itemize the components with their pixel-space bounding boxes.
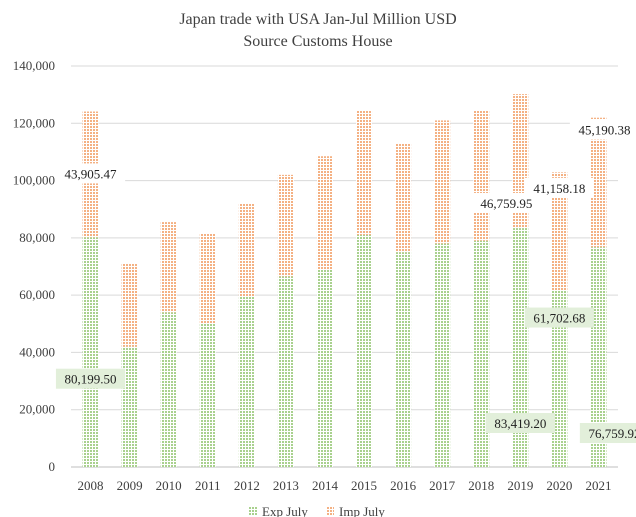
- bar-imp-2016: [395, 143, 412, 253]
- data-label: 45,190.38: [578, 123, 630, 138]
- bar-exp-2012: [238, 296, 255, 467]
- legend-swatch-imp: [326, 507, 334, 515]
- data-label-bg: [524, 307, 594, 328]
- x-axis: 2008 2009 2010 2011 2012 2013 2014 2015 2016 2017…: [78, 478, 612, 493]
- bar-exp-2020: [551, 290, 568, 467]
- x-tick-label: 2012: [234, 478, 260, 493]
- x-tick-label: 2008: [78, 478, 104, 493]
- bar-imp-2021: [590, 117, 607, 248]
- bar-exp-2013: [277, 276, 294, 467]
- data-label: 83,419.20: [494, 416, 546, 431]
- y-tick-label: 120,000: [13, 115, 55, 130]
- data-label: 61,702.68: [533, 311, 585, 326]
- x-tick-label: 2020: [546, 478, 572, 493]
- data-label-bg: [485, 412, 555, 433]
- bar-imp-2014: [316, 156, 333, 270]
- bar-exp-2018: [473, 240, 490, 467]
- data-label-bg: [524, 177, 594, 198]
- bar-exp-2019: [512, 228, 529, 467]
- x-tick-label: 2015: [351, 478, 377, 493]
- bar-imp-2020: [551, 172, 568, 291]
- x-tick-label: 2021: [585, 478, 611, 493]
- chart-title-line1: Japan trade with USA Jan-Jul Million USD: [179, 11, 456, 28]
- legend-swatch-exp: [249, 507, 257, 515]
- x-tick-label: 2009: [117, 478, 143, 493]
- data-label: 43,905.47: [65, 166, 118, 181]
- y-axis: 0 20,000 40,000 60,000 80,000 100,000 120,000 1…: [13, 58, 55, 474]
- data-label-bg: [579, 423, 636, 444]
- y-tick-label: 80,000: [19, 230, 55, 245]
- bar-exp-2017: [434, 243, 451, 467]
- x-tick-label: 2010: [156, 478, 182, 493]
- x-tick-label: 2018: [468, 478, 494, 493]
- bar-exp-2015: [356, 234, 373, 467]
- data-label-bg: [55, 368, 126, 389]
- x-tick-label: 2016: [390, 478, 417, 493]
- x-tick-label: 2019: [507, 478, 533, 493]
- x-tick-label: 2017: [429, 478, 456, 493]
- legend-label-imp: Imp July: [339, 504, 385, 517]
- data-labels: 80,199.50 43,905.47 83,419.20 46,759.95 61,7…: [55, 119, 636, 444]
- y-tick-label: 0: [49, 459, 56, 474]
- bar-imp-2015: [356, 110, 373, 235]
- data-label-bg: [569, 119, 636, 140]
- bar-imp-2017: [434, 120, 451, 244]
- gridlines: [71, 65, 618, 468]
- bar-exp-2014: [316, 269, 333, 467]
- y-tick-label: 100,000: [13, 173, 55, 188]
- x-tick-label: 2014: [312, 478, 339, 493]
- data-label-bg: [471, 192, 541, 213]
- bar-exp-2010: [160, 312, 177, 467]
- bar-imp-2018: [473, 110, 490, 241]
- data-label-bg: [55, 163, 126, 184]
- data-label: 46,759.95: [480, 196, 532, 211]
- bar-imp-2012: [238, 203, 255, 297]
- data-label: 41,158.18: [533, 181, 585, 196]
- bar-imp-2010: [160, 222, 177, 313]
- data-label: 76,759.92: [588, 426, 636, 441]
- bar-exp-2016: [395, 252, 412, 467]
- bars: [82, 94, 607, 467]
- data-label: 80,199.50: [65, 372, 117, 387]
- x-tick-label: 2011: [195, 478, 221, 493]
- bar-imp-2009: [121, 263, 138, 347]
- chart-title-line2: Source Customs House: [243, 33, 392, 50]
- bar-exp-2009: [121, 346, 138, 467]
- y-tick-label: 60,000: [19, 287, 55, 302]
- bar-exp-2008: [82, 237, 99, 467]
- y-tick-label: 40,000: [19, 344, 55, 359]
- bar-imp-2013: [277, 174, 294, 277]
- y-tick-label: 20,000: [19, 402, 55, 417]
- bar-exp-2011: [199, 323, 216, 467]
- x-tick-label: 2013: [273, 478, 299, 493]
- bar-imp-2011: [199, 233, 216, 324]
- legend-label-exp: Exp July: [262, 504, 308, 517]
- y-tick-label: 140,000: [13, 58, 55, 73]
- bar-exp-2021: [590, 247, 607, 467]
- legend: Exp July Imp July: [249, 504, 385, 517]
